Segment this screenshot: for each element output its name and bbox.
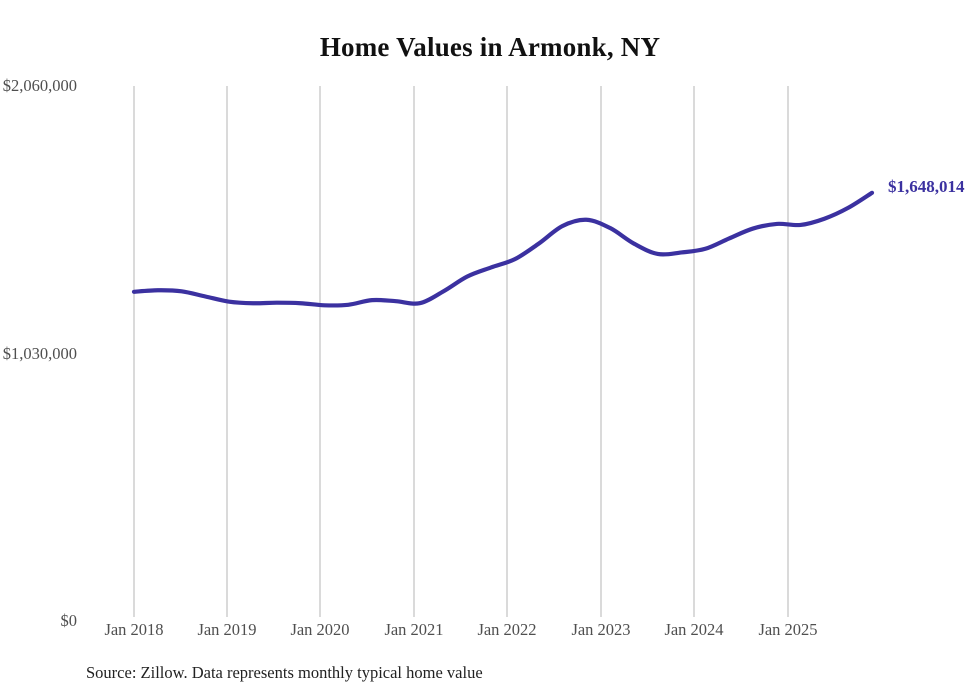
home-value-line-series	[131, 190, 875, 308]
y-axis-tick-label-top: $2,060,000	[2, 76, 77, 95]
y-axis-tick-label-bottom: $0	[60, 611, 78, 630]
x-axis-tick-label-jan-2019: Jan 2019	[197, 620, 257, 639]
x-axis-tick-label-jan-2022: Jan 2022	[477, 620, 537, 639]
y-axis-tick-label-middle: $1,030,000	[2, 344, 77, 363]
source-note: Source: Zillow. Data represents monthly …	[86, 663, 483, 682]
x-axis-tick-label-jan-2023: Jan 2023	[571, 620, 631, 639]
x-axis-tick-label-jan-2021: Jan 2021	[384, 620, 444, 639]
end-value-annotation: $1,648,014	[888, 176, 965, 196]
x-axis-tick-label-jan-2024: Jan 2024	[664, 620, 724, 639]
gridlines	[133, 86, 789, 617]
x-axis-tick-label-jan-2018: Jan 2018	[104, 620, 164, 639]
x-axis-tick-label-jan-2025: Jan 2025	[758, 620, 818, 639]
x-axis-tick-label-jan-2020: Jan 2020	[290, 620, 350, 639]
chart-title: Home Values in Armonk, NY	[319, 32, 661, 62]
